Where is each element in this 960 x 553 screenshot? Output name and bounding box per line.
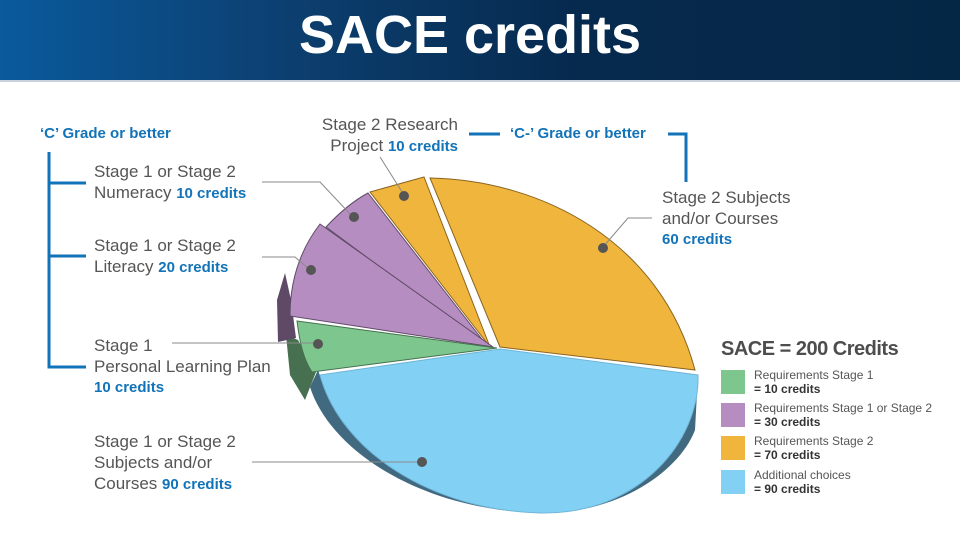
dot-plp bbox=[313, 339, 323, 349]
green-slice-side bbox=[286, 335, 316, 400]
label-plp: Stage 1 Personal Learning Plan 10 credit… bbox=[94, 336, 271, 396]
header-banner bbox=[0, 0, 960, 80]
legend-title: SACE = 200 Credits bbox=[721, 338, 899, 360]
purple-slice-side bbox=[277, 273, 296, 342]
dot-literacy bbox=[306, 265, 316, 275]
page-title: SACE credits bbox=[298, 5, 642, 65]
slice-numeracy bbox=[325, 192, 489, 348]
header-divider bbox=[0, 80, 960, 82]
left-bracket bbox=[47, 152, 86, 369]
top-bracket bbox=[469, 132, 688, 182]
label-stage2-subjects: Stage 2 Subjects and/or Courses 60 credi… bbox=[662, 188, 791, 248]
dot-research bbox=[399, 191, 409, 201]
slice-additional bbox=[319, 348, 699, 514]
dot-stage2-subjects bbox=[598, 243, 608, 253]
slice-stage2-subjects bbox=[429, 177, 696, 371]
slice-literacy bbox=[289, 223, 494, 348]
legend-swatch-purple bbox=[721, 403, 745, 427]
slice-plp bbox=[296, 320, 498, 373]
legend-swatch-blue bbox=[721, 470, 745, 494]
left-grade-label: ‘C’ Grade or better bbox=[40, 125, 171, 142]
legend-swatch-orange bbox=[721, 436, 745, 460]
label-research: Stage 2 Research Project 10 credits bbox=[321, 115, 458, 155]
top-grade-label: ‘C-’ Grade or better bbox=[510, 125, 646, 142]
label-literacy: Stage 1 or Stage 2 Literacy 20 credits bbox=[94, 236, 236, 276]
dot-numeracy bbox=[349, 212, 359, 222]
legend-swatch-green bbox=[721, 370, 745, 394]
dot-additional bbox=[417, 457, 427, 467]
label-numeracy: Stage 1 or Stage 2 Numeracy 10 credits bbox=[94, 162, 247, 202]
label-subjects-90: Stage 1 or Stage 2 Subjects and/or Cours… bbox=[94, 432, 236, 493]
